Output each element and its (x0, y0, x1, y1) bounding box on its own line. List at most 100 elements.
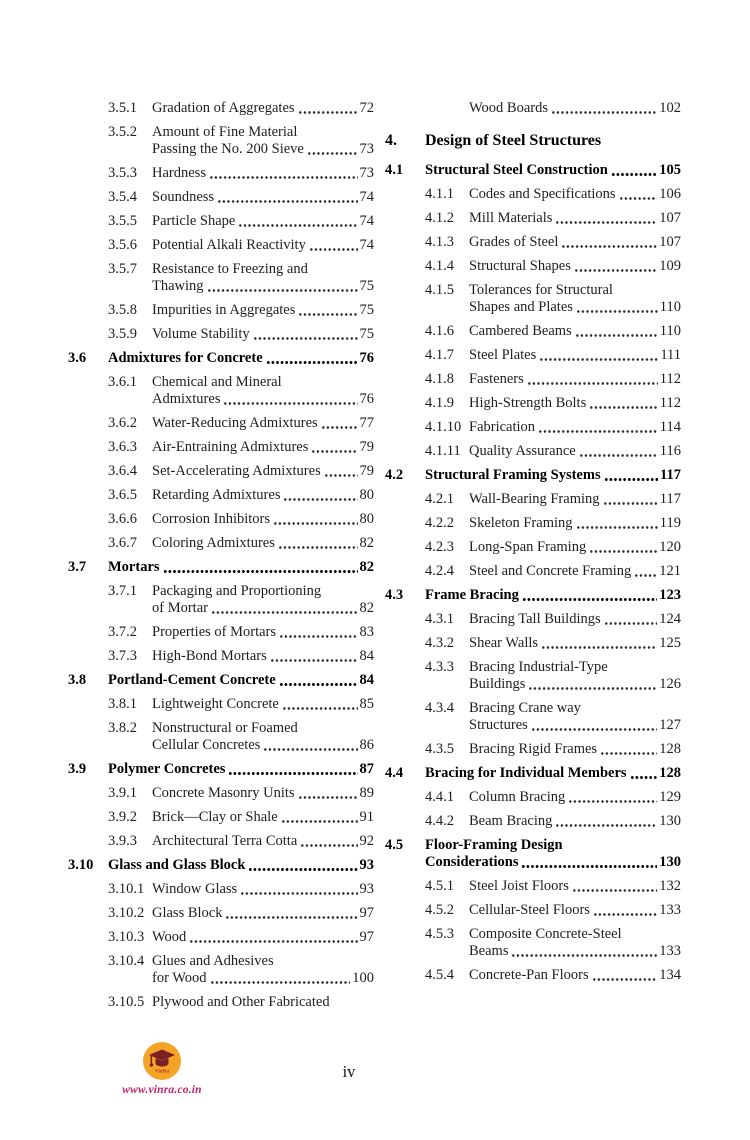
page-ref: 79 (359, 439, 375, 455)
entry-title-line: Glues and Adhesives (152, 953, 274, 969)
entry-title: Structural Shapes (469, 258, 571, 274)
entry-number: 3.6.1 (108, 374, 137, 390)
toc-entry-4-3-3: 4.3.3 Bracing Industrial-Type Buildings 126 (385, 659, 681, 693)
entry-number: 4.5 (385, 837, 404, 853)
dot-leader (208, 175, 358, 180)
dot-leader (592, 912, 658, 917)
toc-entry-3-5-1: 3.5.1 Gradation of Aggregates 72 (68, 100, 374, 117)
toc-entry-3-10-5: 3.10.5 Plywood and Other Fabricated (68, 994, 374, 1011)
entry-title-line: Cellular-Steel Floors 133 (469, 902, 681, 919)
page-ref: 125 (659, 635, 681, 651)
entry-number: 3.7.1 (108, 583, 137, 599)
entry-title-line: Wood Boards 102 (469, 100, 681, 117)
page-ref: 107 (659, 234, 681, 250)
entry-title-line: Impurities in Aggregates 75 (152, 302, 374, 319)
entry-number: 4.4.2 (425, 813, 454, 829)
page-ref: 75 (359, 278, 375, 294)
entry-title-line: Structural Steel Construction 105 (425, 162, 681, 179)
entry-body: Resistance to Freezing and Thawing 75 (152, 261, 374, 295)
entry-title: Column Bracing (469, 789, 566, 805)
entry-body: Glass Block 97 (152, 905, 374, 922)
dot-leader (323, 473, 358, 478)
entry-title-line: Glass and Glass Block 93 (108, 857, 374, 874)
dot-leader (217, 199, 358, 204)
toc-entry-4-3-1: 4.3.1 Bracing Tall Buildings 124 (385, 611, 681, 628)
page-ref: 84 (359, 648, 375, 664)
entry-number: 3.5.7 (108, 261, 137, 277)
entry-title-line: Codes and Specifications 106 (469, 186, 681, 203)
entry-title: Structures (469, 717, 528, 733)
page-ref: 82 (359, 600, 375, 616)
dot-leader (521, 864, 658, 869)
page-ref: 117 (659, 491, 681, 507)
entry-title-line: Thawing 75 (152, 278, 374, 295)
entry-number: 4.3.3 (425, 659, 454, 675)
entry-title-line: Window Glass 93 (152, 881, 374, 898)
page-ref: 130 (659, 813, 681, 829)
toc-entry-4-5-4: 4.5.4 Concrete-Pan Floors 134 (385, 967, 681, 984)
page-ref: 110 (659, 323, 681, 339)
toc-entry-4-4-2: 4.4.2 Beam Bracing 130 (385, 813, 681, 830)
dot-leader (240, 891, 358, 896)
entry-number: 4.3.1 (425, 611, 454, 627)
toc-column-left: 3.5.1 Gradation of Aggregates 72 3.5.2 Amoun… (68, 100, 374, 1018)
publisher-brand: VinRa www.vinra.co.in (116, 1041, 208, 1096)
page-ref: 128 (659, 741, 681, 757)
entry-title-line: Floor-Framing Design (425, 837, 563, 853)
toc-entry-3-5-7: 3.5.7 Resistance to Freezing and Thawing 75 (68, 261, 374, 295)
dot-leader (248, 867, 358, 872)
page-ref: 73 (359, 141, 375, 157)
entry-body: Impurities in Aggregates 75 (152, 302, 374, 319)
entry-body: Volume Stability 75 (152, 326, 374, 343)
dot-leader (541, 645, 658, 650)
dot-leader (228, 771, 358, 776)
entry-title-line: Frame Bracing 123 (425, 587, 681, 604)
entry-title: Potential Alkali Reactivity (152, 237, 306, 253)
dot-leader (591, 977, 658, 982)
entry-title-line: Shear Walls 125 (469, 635, 681, 652)
entry-number: 4.3.5 (425, 741, 454, 757)
toc-entry-3-9: 3.9 Polymer Concretes 87 (68, 761, 374, 778)
toc-entry-4-4: 4.4 Bracing for Individual Members 128 (385, 765, 681, 782)
page-ref: 79 (359, 463, 375, 479)
page-ref: 124 (659, 611, 681, 627)
toc-entry-4-1-9: 4.1.9 High-Strength Bolts 112 (385, 395, 681, 412)
entry-title: Impurities in Aggregates (152, 302, 296, 318)
entry-title-line: High-Strength Bolts 112 (469, 395, 681, 412)
entry-title-line: Volume Stability 75 (152, 326, 374, 343)
toc-entry-3-6-1: 3.6.1 Chemical and Mineral Admixtures 76 (68, 374, 374, 408)
entry-number: 4.1.7 (425, 347, 454, 363)
entry-title: Particle Shape (152, 213, 236, 229)
entry-number: 3.6.5 (108, 487, 137, 503)
entry-body: High-Bond Mortars 84 (152, 648, 374, 665)
page-ref: 92 (359, 833, 375, 849)
page-ref: 127 (659, 717, 681, 733)
entry-title: Mortars (108, 559, 160, 575)
page-ref: 134 (659, 967, 681, 983)
entry-body: High-Strength Bolts 112 (469, 395, 681, 412)
entry-body: Fasteners 112 (469, 371, 681, 388)
entry-number: 4.3 (385, 587, 404, 603)
entry-title-line: Potential Alkali Reactivity 74 (152, 237, 374, 254)
entry-title: Set-Accelerating Admixtures (152, 463, 321, 479)
entry-number: 3.5.4 (108, 189, 137, 205)
entry-body: Gradation of Aggregates 72 (152, 100, 374, 117)
publisher-url: www.vinra.co.in (122, 1084, 202, 1096)
page-ref: 111 (660, 347, 681, 363)
entry-body: Packaging and Proportioning of Mortar 82 (152, 583, 374, 617)
page-ref: 109 (659, 258, 681, 274)
entry-title-line: Particle Shape 74 (152, 213, 374, 230)
page-ref: 74 (359, 189, 375, 205)
entry-body: Quality Assurance 116 (469, 443, 681, 460)
entry-title: Beams (469, 943, 509, 959)
entry-number: 3.5.3 (108, 165, 137, 181)
entry-number: 3.5.6 (108, 237, 137, 253)
entry-title: Hardness (152, 165, 206, 181)
entry-number: 3.5.8 (108, 302, 137, 318)
dot-leader (589, 549, 658, 554)
page-ref: 117 (660, 467, 681, 483)
entry-number: 3.6.6 (108, 511, 137, 527)
entry-title-line: Grades of Steel 107 (469, 234, 681, 251)
entry-title: Cambered Beams (469, 323, 572, 339)
toc-entry-3-7-3: 3.7.3 High-Bond Mortars 84 (68, 648, 374, 665)
